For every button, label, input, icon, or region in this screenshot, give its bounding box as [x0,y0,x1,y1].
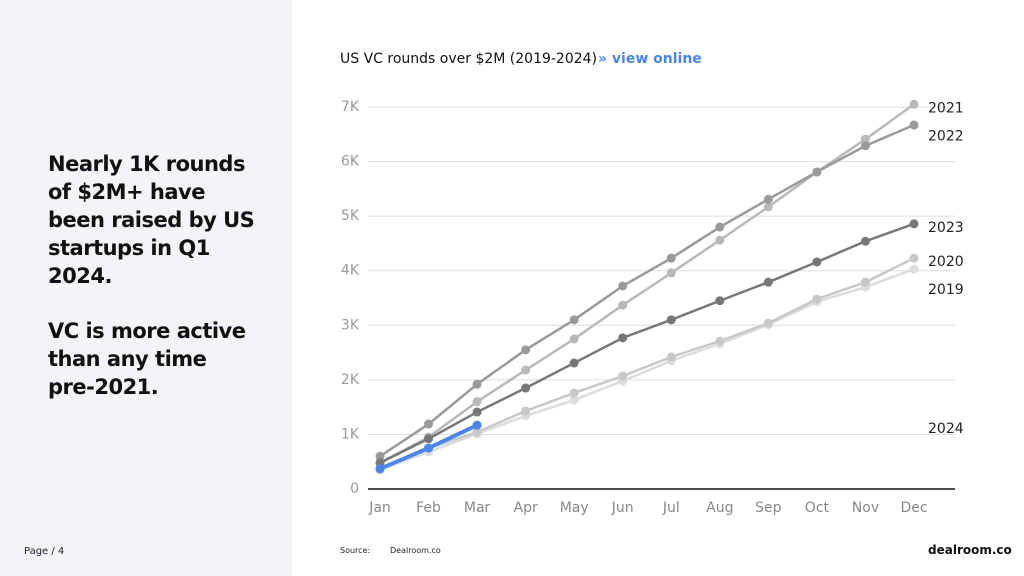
page-number: Page / 4 [24,546,65,557]
series-label: 2019 [928,282,964,298]
data-point [909,253,919,263]
data-point [909,120,919,130]
data-point [521,345,531,355]
data-point [472,420,482,430]
x-tick-label: Oct [805,500,830,516]
data-point [812,257,822,267]
y-tick-label: 7K [341,99,360,115]
data-point [618,333,628,343]
logo: dealroom.co [928,543,1012,557]
data-point [909,99,919,109]
x-tick-label: Jun [611,500,634,516]
series-label: 2024 [928,421,964,437]
data-point [618,281,628,291]
data-point [569,334,579,344]
headline: Nearly 1K rounds of $2M+ have been raise… [48,152,255,288]
x-tick-label: Feb [416,500,441,516]
data-point [472,379,482,389]
data-point [424,419,434,429]
data-point [472,407,482,417]
series-line [379,222,915,464]
source-label: Source: [340,546,371,555]
data-point [860,141,870,151]
y-tick-label: 1K [341,426,360,442]
data-point [909,219,919,229]
series-label: 2020 [928,254,964,270]
data-point [666,352,676,362]
data-point [812,294,822,304]
y-tick-label: 4K [341,263,360,279]
data-point [860,277,870,287]
y-tick-label: 6K [341,154,360,170]
x-tick-label: Mar [464,500,491,516]
data-point [569,388,579,398]
x-tick-label: Nov [852,500,879,516]
data-point [715,296,725,306]
data-point [375,451,385,461]
data-point [715,235,725,245]
y-tick-label: 0 [350,481,359,497]
data-point [618,371,628,381]
data-point [424,443,434,453]
data-point [472,397,482,407]
data-point [666,268,676,278]
data-point [909,264,919,274]
x-tick-label: Jul [662,500,680,516]
y-tick-label: 3K [341,317,360,333]
data-point [424,434,434,444]
x-tick-label: May [560,500,589,516]
series-label: 2023 [928,220,964,236]
source: Dealroom.co [390,546,441,555]
data-point [812,167,822,177]
view-online-link[interactable]: » view online [598,51,702,67]
data-point [521,365,531,375]
subline: VC is more active than any time pre-2021… [48,319,246,399]
left-panel: Nearly 1K rounds of $2M+ have been raise… [0,0,292,576]
x-tick-label: Aug [706,500,733,516]
data-point [763,194,773,204]
data-point [763,318,773,328]
x-tick-label: Dec [900,500,927,516]
data-point [569,395,579,405]
data-point [763,277,773,287]
x-tick-label: Jan [368,500,391,516]
y-tick-label: 5K [341,208,360,224]
data-point [618,300,628,310]
y-tick-label: 2K [341,372,360,388]
data-point [569,358,579,368]
series-label: 2022 [928,128,964,144]
x-tick-label: Sep [755,500,782,516]
series-line [379,103,915,464]
data-point [521,383,531,393]
data-point [860,236,870,246]
data-point [569,315,579,325]
series-line [379,257,915,470]
x-tick-label: Apr [514,500,538,516]
data-point [715,336,725,346]
data-point [763,202,773,212]
data-point [715,222,725,232]
series-label: 2021 [928,100,964,116]
data-point [472,427,482,437]
data-point [860,134,870,144]
series-line [379,123,915,458]
data-point [521,406,531,416]
data-point [666,315,676,325]
chart-title: US VC rounds over $2M (2019-2024) [340,51,597,67]
data-point [666,253,676,263]
data-point [375,464,385,474]
series-line [379,267,915,472]
